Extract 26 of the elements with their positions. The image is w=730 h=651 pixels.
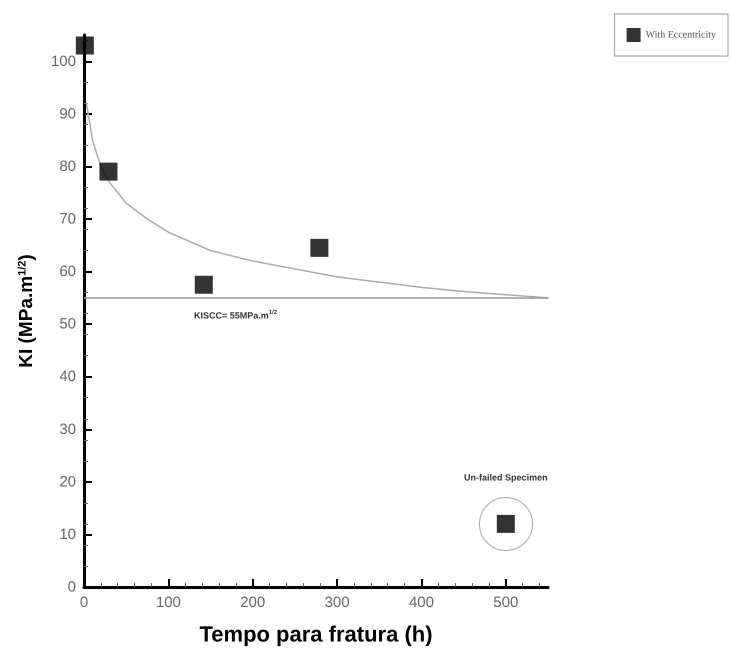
y-axis-title: KI (MPa.m1/2) xyxy=(16,254,37,368)
x-tick-label: 200 xyxy=(240,594,266,611)
point xyxy=(194,276,213,294)
point xyxy=(310,238,328,257)
x-axis-title: Tempo para fratura (h) xyxy=(199,622,433,646)
legend-label: With Eccentricity xyxy=(646,30,716,40)
y-tick-label: 100 xyxy=(50,52,76,70)
y-tick-label: 30 xyxy=(59,420,76,438)
annotation: Un-failed Specimen xyxy=(464,472,548,482)
x-tick-label: 400 xyxy=(408,594,434,611)
y-tick-label: 40 xyxy=(59,368,76,386)
y-tick-label: 70 xyxy=(59,210,76,228)
point xyxy=(76,36,94,55)
y-tick-label: 60 xyxy=(59,263,76,280)
point xyxy=(99,162,118,181)
x-tick-label: 0 xyxy=(80,594,88,611)
y-tick-label: 80 xyxy=(59,158,76,175)
line-series xyxy=(86,102,549,299)
x-tick-label: 100 xyxy=(156,594,181,611)
y-tick-label: 0 xyxy=(68,578,76,596)
y-tick-label: 90 xyxy=(59,105,76,122)
y-tick-label: 10 xyxy=(59,526,76,543)
y-tick-label: 50 xyxy=(59,316,76,333)
x-tick-label: 500 xyxy=(493,594,518,611)
y-tick-label: 20 xyxy=(59,473,76,490)
x-tick-label: 300 xyxy=(324,594,350,611)
